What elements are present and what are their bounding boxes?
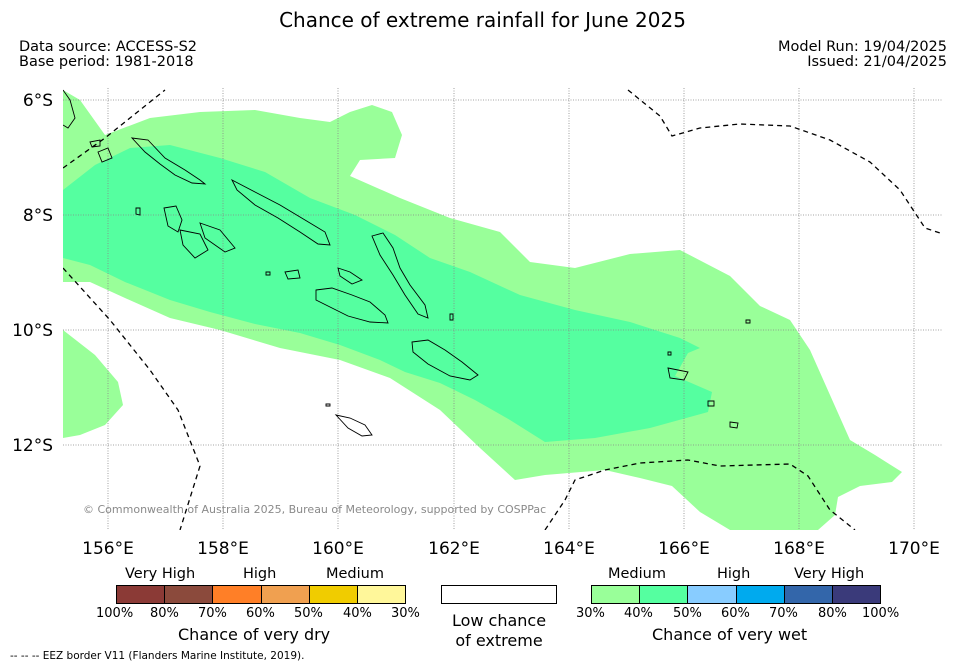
malaita-island [371, 232, 429, 319]
high-wet-region [63, 145, 712, 442]
low-chance-line2: of extreme [455, 631, 543, 650]
wet-tick: 60% [721, 606, 750, 621]
map-area [63, 88, 943, 530]
wet-caption-very-high: Very High [794, 566, 865, 582]
lat-label-10s: 10°S [12, 321, 53, 341]
lon-label-166e: 166°E [658, 539, 710, 559]
santa-isabel-island [230, 178, 331, 246]
dry-caption-very-high: Very High [125, 566, 196, 582]
wet-tick: 40% [624, 606, 653, 621]
dry-colorbar-title: Chance of very dry [178, 625, 331, 644]
wet-swatch-5 [784, 585, 833, 604]
dry-tick: 70% [198, 606, 227, 621]
wet-tick: 80% [818, 606, 847, 621]
data-source-line: Data source: ACCESS-S2 [19, 39, 198, 55]
issued-line: Issued: 21/04/2025 [807, 54, 947, 70]
low-chance-swatch [441, 585, 557, 604]
coastlines [63, 89, 751, 437]
wet-swatch-1 [591, 585, 640, 604]
wet-colorbar-title: Chance of very wet [652, 625, 808, 644]
guadalcanal-island [315, 287, 389, 324]
copyright-notice: © Commonwealth of Australia 2025, Bureau… [83, 503, 547, 516]
eez-borders [63, 89, 943, 530]
lat-label-12s: 12°S [12, 436, 53, 456]
small-islands [89, 139, 751, 429]
dry-tick: 30% [391, 606, 420, 621]
makira-island [411, 339, 479, 381]
wet-swatch-3 [687, 585, 737, 604]
dry-tick: 40% [343, 606, 372, 621]
low-chance-line1: Low chance [451, 611, 547, 630]
dry-swatch-4 [261, 585, 310, 604]
lon-label-164e: 164°E [543, 539, 595, 559]
eez-source-footer: -- -- -- EEZ border V11 (Flanders Marine… [10, 650, 305, 662]
data-source-info: Data source: ACCESS-S2 Base period: 1981… [19, 40, 197, 70]
model-run-info: Model Run: 19/04/2025 Issued: 21/04/2025 [778, 40, 947, 70]
dry-swatch-2 [164, 585, 213, 604]
wet-swatch-2 [639, 585, 688, 604]
dry-caption-medium: Medium [326, 566, 384, 582]
wet-swatch-4 [736, 585, 785, 604]
lon-label-170e: 170°E [888, 539, 940, 559]
lon-label-160e: 160°E [312, 539, 364, 559]
wet-tick: 100% [862, 606, 900, 621]
dry-swatch-3 [212, 585, 262, 604]
dry-tick: 50% [294, 606, 323, 621]
lon-label-162e: 162°E [428, 539, 480, 559]
wet-tick: 50% [673, 606, 702, 621]
new-georgia-islands [163, 205, 236, 259]
dry-swatch-5 [309, 585, 358, 604]
rennell-island [334, 414, 373, 437]
lon-label-158e: 158°E [197, 539, 249, 559]
lon-label-168e: 168°E [773, 539, 825, 559]
bougainville-island [130, 137, 207, 185]
model-run-line: Model Run: 19/04/2025 [777, 39, 947, 55]
wet-caption-medium: Medium [608, 566, 666, 582]
dry-tick: 80% [150, 606, 179, 621]
dry-swatch-1 [116, 585, 165, 604]
dry-caption-high: High [243, 566, 277, 582]
lat-label-8s: 8°S [23, 206, 53, 226]
wet-tick: 70% [769, 606, 798, 621]
dry-tick: 60% [246, 606, 275, 621]
lat-label-6s: 6°S [23, 91, 53, 111]
new-ireland-coast [63, 89, 76, 129]
wet-caption-high: High [717, 566, 751, 582]
map-title: Chance of extreme rainfall for June 2025 [279, 8, 686, 32]
lon-label-156e: 156°E [82, 539, 134, 559]
dry-swatch-6 [357, 585, 406, 604]
base-period-line: Base period: 1981-2018 [19, 54, 194, 70]
wet-tick: 30% [576, 606, 605, 621]
wet-swatch-6 [832, 585, 881, 604]
dry-tick: 100% [96, 606, 134, 621]
graticule [63, 88, 943, 530]
